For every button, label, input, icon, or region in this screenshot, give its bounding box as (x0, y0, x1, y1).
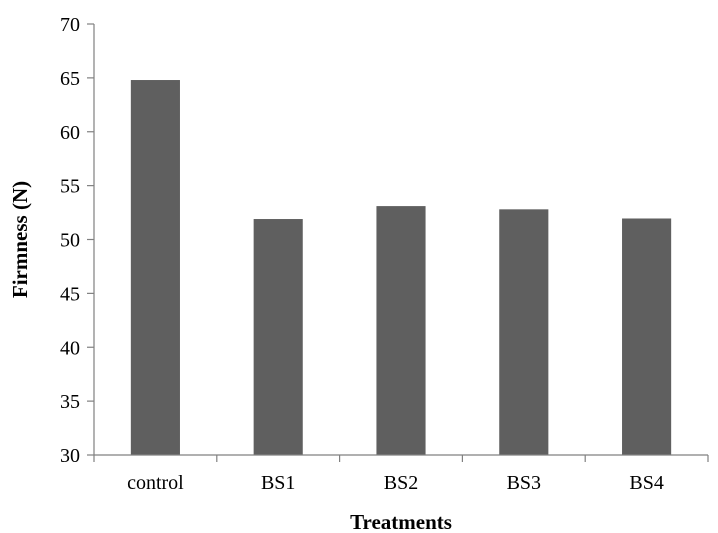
y-tick-label: 35 (60, 391, 80, 413)
y-tick-label: 50 (60, 230, 80, 252)
x-tick-label: BS2 (384, 472, 418, 494)
bar (130, 80, 180, 455)
bar (499, 209, 549, 455)
bar (253, 219, 303, 455)
y-tick-label: 45 (60, 283, 80, 305)
x-tick-label: BS1 (261, 472, 295, 494)
bar (376, 206, 426, 455)
y-axis-title: Firmness (N) (8, 181, 32, 298)
y-axis-tick-labels: 30 35 40 45 50 55 60 65 70 (60, 14, 80, 467)
y-tick-label: 60 (60, 122, 80, 144)
y-tick-label: 40 (60, 337, 80, 359)
x-axis-title: Treatments (350, 510, 452, 533)
x-axis-ticks (93, 455, 709, 462)
y-tick-label: 30 (60, 445, 80, 467)
x-tick-label: BS4 (629, 472, 663, 494)
bar (622, 218, 672, 455)
x-tick-label: BS3 (507, 472, 541, 494)
y-axis-ticks (87, 23, 94, 456)
x-tick-label: control (127, 472, 184, 494)
y-tick-label: 65 (60, 68, 80, 90)
bars (130, 80, 672, 455)
x-axis-tick-labels: control BS1 BS2 BS3 BS4 (127, 472, 664, 494)
y-tick-label: 55 (60, 176, 80, 198)
y-tick-label: 70 (60, 14, 80, 36)
